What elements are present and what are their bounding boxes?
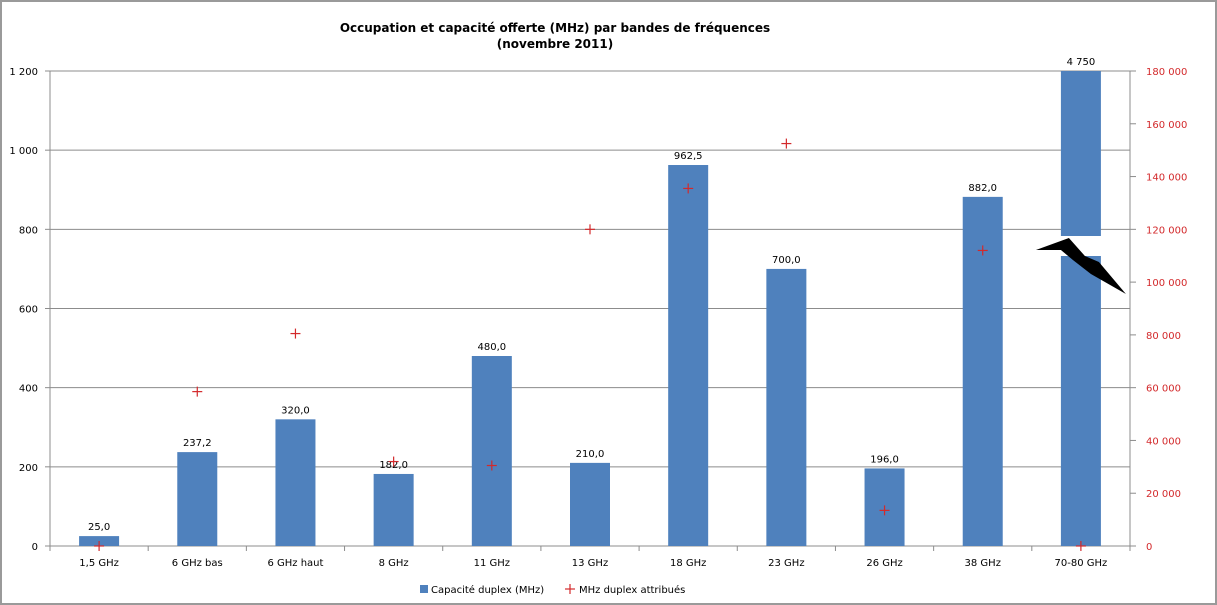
legend-label-bars: Capacité duplex (MHz) [431, 584, 544, 596]
y-left-tick-label: 1 200 [9, 67, 38, 78]
y-left-tick-label: 0 [32, 542, 38, 553]
bar [471, 356, 512, 546]
axis-break-bolt-icon [1035, 238, 1126, 294]
y-right-tick-label: 140 000 [1146, 173, 1187, 184]
bar [177, 452, 218, 546]
x-category-label: 70-80 GHz [1055, 558, 1108, 569]
y-right-tick-label: 160 000 [1146, 120, 1187, 131]
bar [373, 473, 414, 546]
y-left-tick-label: 1 000 [9, 146, 38, 157]
y-right-tick-label: 60 000 [1146, 384, 1181, 395]
x-category-label: 6 GHz bas [172, 558, 223, 569]
legend-label-points: MHz duplex attribués [579, 584, 685, 596]
chart-title-block: Occupation et capacité offerte (MHz) par… [0, 20, 1110, 52]
bar-data-label: 962,5 [674, 151, 703, 162]
bar-data-label: 4 750 [1067, 57, 1096, 68]
y-right-tick-label: 80 000 [1146, 331, 1181, 342]
y-right-tick-label: 120 000 [1146, 225, 1187, 236]
chart-subtitle: (novembre 2011) [496, 37, 614, 51]
x-category-label: 11 GHz [474, 558, 510, 569]
x-category-label: 23 GHz [768, 558, 804, 569]
y-right-tick-label: 180 000 [1146, 67, 1187, 78]
bar-data-label: 210,0 [576, 449, 605, 460]
y-right-tick-label: 20 000 [1146, 489, 1181, 500]
y-right-tick-label: 0 [1146, 542, 1152, 553]
bar [766, 268, 807, 546]
bar-data-label: 196,0 [870, 454, 899, 465]
x-category-label: 8 GHz [379, 558, 409, 569]
x-category-label: 1,5 GHz [79, 558, 119, 569]
y-left-tick-label: 600 [19, 305, 38, 316]
bar [1060, 71, 1101, 546]
bar [668, 165, 709, 546]
x-category-label: 38 GHz [965, 558, 1001, 569]
bar [570, 462, 610, 546]
legend-bar-swatch [420, 585, 428, 593]
bar [275, 419, 316, 546]
x-category-label: 18 GHz [670, 558, 706, 569]
y-left-tick-label: 400 [19, 384, 38, 395]
y-left-tick-label: 200 [19, 463, 38, 474]
bar-data-label: 25,0 [88, 522, 110, 533]
bar-data-label: 237,2 [183, 438, 212, 449]
y-right-tick-label: 40 000 [1146, 436, 1181, 447]
chart-title: Occupation et capacité offerte (MHz) par… [339, 21, 771, 35]
bar-data-label: 320,0 [281, 405, 310, 416]
bar-data-label: 700,0 [772, 255, 801, 266]
bar-data-label: 480,0 [477, 342, 506, 353]
x-category-label: 26 GHz [866, 558, 902, 569]
x-category-label: 6 GHz haut [267, 558, 323, 569]
bar-data-label: 882,0 [968, 183, 997, 194]
x-category-label: 13 GHz [572, 558, 608, 569]
y-left-tick-label: 800 [19, 225, 38, 236]
y-right-tick-label: 100 000 [1146, 278, 1187, 289]
